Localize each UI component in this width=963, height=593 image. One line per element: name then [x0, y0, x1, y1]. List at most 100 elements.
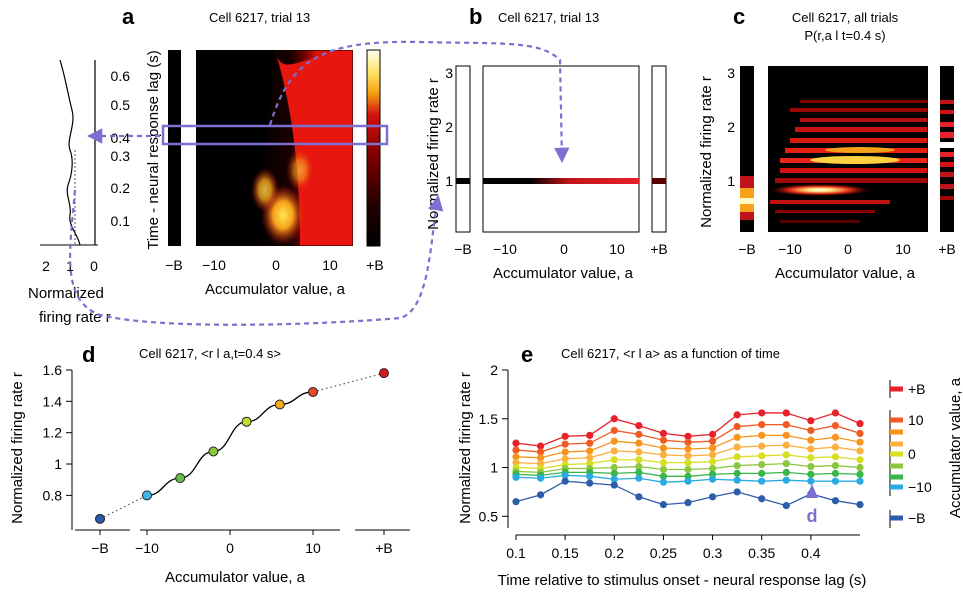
panel-e-point: [684, 459, 692, 467]
panel-b: b Cell 6217, trial 13 Normalized firing …: [425, 4, 668, 282]
panel-e-point: [782, 460, 790, 468]
panel-e-point: [635, 462, 643, 471]
panel-d-ytick-label: 1.6: [43, 362, 63, 378]
panel-c-minusB-strip: [740, 66, 754, 232]
panel-d-point: [308, 386, 318, 397]
panel-a-ytick: 0.1: [111, 213, 131, 229]
panel-e-point: [536, 474, 545, 482]
panel-e-xtick-label: 0.1: [506, 545, 526, 561]
panel-b-minusB-strip: [455, 65, 471, 233]
panel-a: a Cell 6217, trial 13 2 1 0 Normalized f…: [28, 4, 389, 326]
panel-e-point: [635, 448, 643, 456]
panel-e-point: [635, 430, 643, 438]
panel-a-xlabel: Accumulator value, a: [205, 281, 346, 298]
connector-arrows: [69, 40, 570, 326]
panel-a-xtick-minusB: −B: [165, 257, 183, 273]
panel-e-point: [782, 451, 790, 459]
panel-e-point: [610, 437, 618, 445]
panel-e-point: [733, 433, 741, 441]
panel-e-point: [782, 468, 790, 477]
panel-a-ylabel: Time - neural response lag (s): [145, 50, 162, 250]
panel-e-point: [733, 461, 741, 470]
panel-e-point: [758, 452, 766, 460]
panel-e-legend-label: Accumulator value, a: [947, 377, 963, 518]
panel-e-point: [512, 439, 520, 447]
panel-e-point: [807, 454, 815, 462]
panel-d-ytick-label: 0.8: [43, 487, 63, 503]
panel-b-plusB-mark: [652, 178, 666, 184]
panel-e-point: [782, 409, 790, 417]
panel-e-legend-tick: −10: [908, 479, 932, 495]
panel-e-legend-swatch: [890, 386, 903, 392]
panel-c-ylabel: Normalized firing rate r: [698, 76, 715, 228]
panel-e-legend-tick: −B: [908, 510, 926, 526]
panel-e-point: [782, 421, 790, 429]
panel-e-point: [512, 453, 520, 461]
panel-e-point: [659, 436, 668, 444]
panel-e-title: Cell 6217, <r l a> as a function of time: [561, 346, 780, 361]
panel-e-point: [561, 448, 569, 456]
panel-a-ytick: 0.2: [111, 180, 131, 196]
panel-e-point: [708, 493, 717, 501]
panel-e-point: [807, 477, 815, 485]
panel-b-minusB-mark: [456, 178, 470, 184]
panel-e-ytick-label: 1: [490, 460, 498, 476]
panel-d-xlabel: Accumulator value, a: [165, 569, 306, 586]
panel-e-point: [758, 409, 766, 417]
panel-e-point: [856, 420, 864, 428]
panel-e-point: [708, 451, 717, 459]
arrow-trace-to-b: [69, 189, 444, 326]
panel-e-legend-swatch: [890, 474, 903, 480]
panel-b-xtick: 0: [560, 241, 568, 257]
panel-e-point: [856, 470, 864, 478]
panel-e-point: [856, 447, 864, 455]
panel-b-xtick: −10: [493, 241, 517, 257]
panel-e-point: [758, 477, 766, 485]
panel-e-point: [610, 447, 618, 455]
panel-e-legend-swatch: [890, 515, 903, 521]
panel-d-letter: d: [82, 342, 95, 367]
panel-e-series: [512, 471, 864, 486]
panel-a-side-label-1: Normalized: [28, 285, 104, 302]
panel-e-ylabel: Normalized firing rate r: [457, 372, 474, 524]
panel-e-point: [856, 477, 864, 485]
panel-d-point: [175, 473, 186, 484]
panel-e-point: [610, 463, 618, 472]
panel-a-heatmap: [196, 50, 353, 246]
panel-e-point: [635, 468, 643, 477]
panel-e-series: [512, 421, 864, 456]
panel-e-point: [733, 488, 741, 496]
panel-a-xtick-plusB: +B: [366, 257, 384, 273]
panel-e-point: [610, 475, 618, 483]
panel-e-legend-swatch: [890, 451, 903, 457]
panel-e: e Cell 6217, <r l a> as a function of ti…: [457, 342, 963, 589]
panel-e-point: [659, 451, 668, 459]
panel-e-point: [758, 442, 766, 450]
panel-e-point: [856, 463, 864, 472]
panel-e-legend-tick: 0: [908, 446, 916, 462]
panel-e-point: [807, 470, 815, 478]
panel-e-point: [659, 444, 668, 452]
panel-e-point: [758, 421, 766, 429]
panel-e-point: [807, 462, 815, 471]
panel-b-ytick: 1: [445, 173, 453, 189]
panel-b-ytick: 2: [445, 119, 453, 135]
panel-a-ytick: 0.3: [111, 148, 131, 164]
panel-a-xtick: 0: [272, 257, 280, 273]
panel-c: c Cell 6217, all trials P(r,a l t=0.4 s)…: [698, 4, 956, 282]
panel-c-xtick: 0: [844, 241, 852, 257]
panel-e-plot: [512, 409, 864, 510]
panel-e-point: [708, 430, 717, 438]
panel-d-point: [241, 416, 252, 427]
panel-e-point: [856, 438, 864, 446]
panel-e-xtick-label: 0.15: [552, 545, 579, 561]
panel-e-point: [831, 461, 840, 470]
panel-e-point: [635, 421, 643, 430]
panel-e-point: [684, 477, 692, 485]
panel-a-xtick: −10: [202, 257, 226, 273]
panel-a-title: Cell 6217, trial 13: [209, 10, 310, 25]
panel-e-point: [536, 442, 545, 450]
panel-e-xtick-label: 0.4: [801, 545, 821, 561]
panel-e-point: [659, 500, 668, 509]
panel-a-xtick: 10: [322, 257, 338, 273]
